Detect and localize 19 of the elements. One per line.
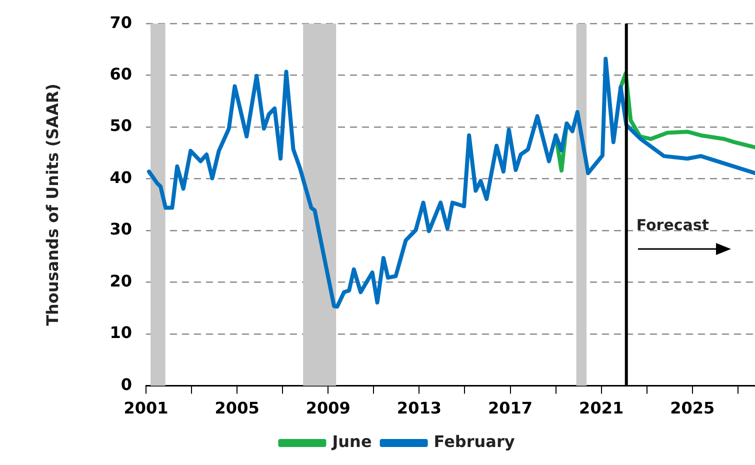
y-tick-label: 20 [110,271,132,290]
legend-label: February [434,432,516,452]
y-tick-label: 60 [110,64,132,84]
y-tick-label: 30 [110,220,132,239]
y-axis-title: Thousands of Units (SAAR) [42,84,62,326]
annotation: Forecast [636,216,710,234]
y-tick-label: 10 [110,323,132,342]
x-tick-label: 2005 [214,398,260,418]
y-tick-label: 40 [110,168,132,187]
x-tick-label: 2017 [488,398,533,418]
x-tick-label: 2013 [396,398,442,418]
y-tick-label: 0 [120,374,132,394]
y-tick-label: 50 [110,116,132,136]
x-tick-label: 2001 [124,398,168,418]
x-tick-label: 2025 [670,398,715,418]
x-tick-label: 2009 [306,398,350,418]
y-tick-label: 70 [110,12,132,32]
legend-label: June [331,432,372,452]
x-tick-label: 2021 [579,398,624,418]
